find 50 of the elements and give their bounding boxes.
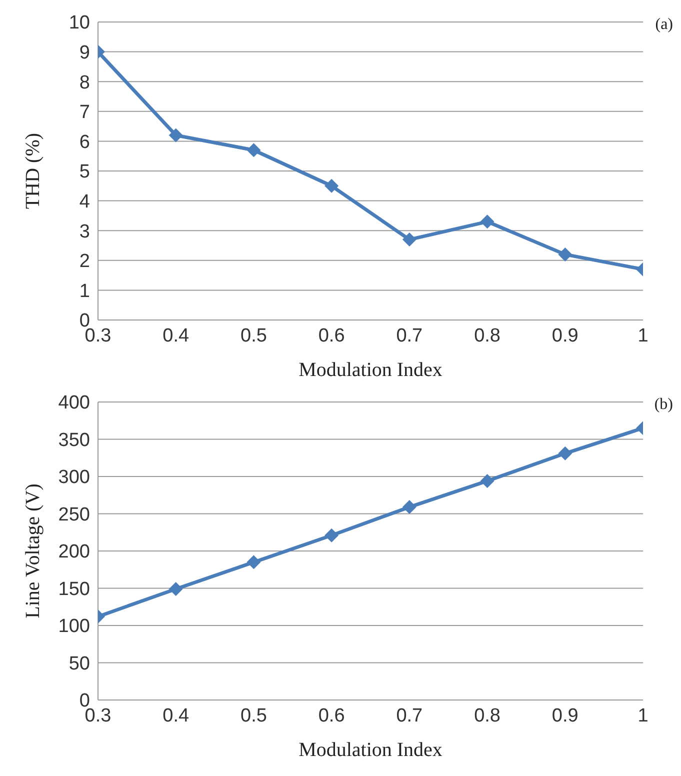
y-tick-label: 5 <box>79 162 90 183</box>
point <box>558 446 572 460</box>
y-tick-label: 6 <box>79 132 90 153</box>
y-tick-label: 2 <box>79 251 90 272</box>
y-tick-label: 300 <box>58 467 90 488</box>
x-tick-label: 1 <box>638 325 648 346</box>
text: (a) <box>655 16 673 34</box>
point <box>168 128 183 142</box>
point <box>480 474 494 488</box>
x-tick-label: 0.6 <box>318 325 345 346</box>
x-axis-title: Modulation Index <box>298 739 442 761</box>
x-tick-label: 0.9 <box>552 705 578 726</box>
y-tick-label: 250 <box>58 504 90 526</box>
x-tick-label: 1 <box>638 705 648 726</box>
x-tick-label: 0.4 <box>162 325 190 346</box>
x-tick-label: 0.9 <box>552 325 578 346</box>
y-tick-label: 100 <box>58 616 90 638</box>
x-tick-label: 0.8 <box>474 325 500 346</box>
y-tick-label: 4 <box>79 192 90 213</box>
y-tick-label: 3 <box>79 221 90 242</box>
x-tick-label: 0.6 <box>318 705 345 726</box>
point <box>558 247 572 262</box>
y-tick-label: 50 <box>68 653 90 674</box>
y-tick-label: 350 <box>58 430 90 451</box>
point <box>324 528 339 542</box>
y-tick-label: 10 <box>68 12 90 34</box>
point <box>246 143 261 158</box>
x-tick-label: 0.5 <box>240 705 267 726</box>
point <box>402 232 416 247</box>
y-axis-title: THD (%) <box>22 132 44 210</box>
y-tick-label: 9 <box>79 42 90 64</box>
x-tick-label: 0.7 <box>396 705 423 726</box>
x-tick-label: 0.5 <box>240 325 267 346</box>
point <box>324 178 339 193</box>
y-tick-label: 150 <box>58 578 90 600</box>
x-axis-title: Modulation Index <box>298 359 442 381</box>
point <box>168 582 183 596</box>
point <box>246 555 261 570</box>
y-tick-label: 200 <box>58 542 90 563</box>
x-tick-label: 0.8 <box>474 705 500 726</box>
y-tick-label: 1 <box>79 280 90 302</box>
y-tick-label: 7 <box>79 102 90 124</box>
text: (b) <box>654 396 673 414</box>
y-axis-title: Line Voltage (V) <box>22 484 44 618</box>
x-tick-label: 0.4 <box>162 705 190 726</box>
x-tick-label: 0.7 <box>396 325 423 346</box>
y-tick-label: 8 <box>79 72 90 94</box>
point <box>402 500 416 514</box>
point <box>480 214 494 229</box>
y-tick-label: 400 <box>58 392 90 414</box>
